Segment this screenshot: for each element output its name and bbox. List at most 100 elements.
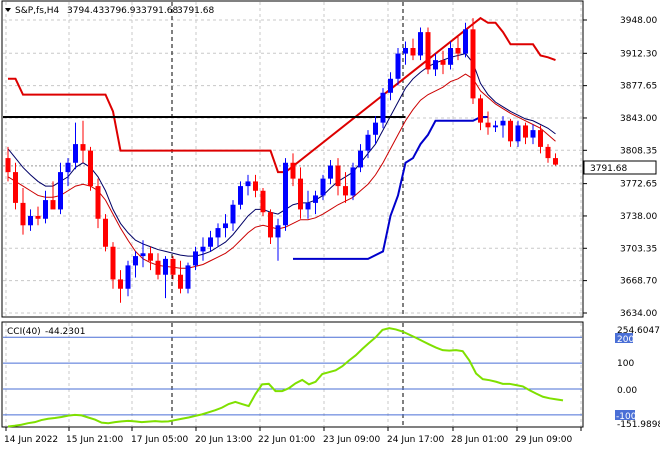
candle-body [365, 134, 371, 151]
candle-body [223, 223, 228, 229]
candle-body [508, 120, 513, 142]
candle-body [193, 251, 198, 266]
candle-body [463, 29, 468, 54]
candle-body [493, 125, 498, 128]
cci-label: CCI(40) [7, 327, 41, 337]
candle-body [65, 162, 71, 173]
candle-body [5, 158, 11, 173]
candle-body [343, 186, 348, 196]
price-tick-label: 3738.00 [620, 212, 657, 222]
candle-body [515, 125, 521, 142]
cci-level-200: 200 [617, 335, 634, 345]
candle-body [208, 237, 213, 247]
candle-body [50, 200, 56, 210]
candle-body [320, 178, 326, 196]
time-axis: 14 Jun 2022 15 Jun 21:00 17 Jun 05:00 20… [4, 435, 572, 445]
candle-body [125, 265, 131, 289]
candle-body [28, 215, 33, 226]
candle-body [358, 150, 363, 168]
cci-grid [3, 323, 582, 431]
candle-body [43, 200, 48, 219]
candle-body [470, 29, 476, 99]
candle-body [388, 78, 393, 93]
price-tick-label: 3634.00 [620, 309, 657, 319]
candle-body [260, 190, 266, 213]
cci-header: CCI(40) -44.2301 [7, 327, 85, 337]
time-label: 20 Jun 13:00 [195, 435, 252, 445]
candle-body [140, 253, 146, 257]
cci-level-100: 100 [617, 359, 634, 369]
candle-body [253, 181, 258, 191]
current-price-tag: 3791.68 [583, 160, 657, 175]
candle-body [530, 130, 536, 138]
candle-body [245, 181, 251, 187]
candle-body [478, 98, 483, 123]
candle-body [403, 47, 408, 54]
candle-body [73, 144, 78, 163]
candle-body [118, 279, 123, 289]
candle-body [268, 212, 273, 238]
candle-body [433, 60, 438, 70]
ma-slow-line [7, 53, 556, 257]
candle-body [455, 47, 461, 54]
candle-body [133, 256, 138, 266]
price-tick-label: 3668.70 [620, 277, 657, 287]
time-label: 23 Jun 09:00 [323, 435, 380, 445]
candle-body [305, 202, 311, 210]
cci-top-scale: 254.6047 [617, 326, 660, 336]
candle-body [103, 218, 108, 247]
price-tick-label: 3912.30 [620, 49, 657, 59]
cci-series [7, 327, 564, 428]
cci-bottom-scale: -151.9898 [617, 420, 660, 430]
ohlc-low: 3791.68 [141, 6, 178, 16]
candles [5, 18, 558, 303]
candle-body [500, 120, 506, 126]
price-axis: 3948.00 3912.30 3877.65 3843.00 3808.35 3772.… [583, 16, 657, 319]
time-label: 17 Jun 05:00 [131, 435, 188, 445]
price-tag-box [583, 160, 657, 175]
time-label: 29 Jun 09:00 [515, 435, 572, 445]
candle-body [523, 125, 528, 138]
time-label: 15 Jun 21:00 [66, 435, 123, 445]
candle-body [553, 158, 558, 165]
symbol-label: S&P,fs,H4 [15, 6, 60, 16]
price-tick-label: 3877.65 [620, 82, 657, 92]
price-tag-text: 3791.68 [590, 164, 627, 174]
cci-level-minus100-box [615, 410, 635, 420]
candle-body [275, 225, 281, 238]
candle-body [13, 172, 18, 203]
price-tick-label: 3843.00 [620, 114, 657, 124]
candle-body [290, 162, 296, 179]
price-tick-label: 3703.35 [620, 244, 657, 254]
candle-body [230, 204, 236, 224]
price-tick-label: 3772.65 [620, 180, 657, 190]
ohlc-open: 3794.43 [67, 6, 104, 16]
candle-body [95, 186, 101, 219]
candle-body [178, 274, 183, 289]
cci-line [7, 327, 564, 428]
dropdown-arrow-icon[interactable] [5, 8, 11, 12]
candle-body [373, 122, 378, 135]
time-label: 28 Jun 01:00 [451, 435, 508, 445]
cci-level-minus100: -100 [616, 412, 637, 422]
candle-body [215, 228, 221, 238]
candle-body [380, 92, 386, 123]
candle-body [298, 178, 303, 210]
candle-body [170, 258, 176, 275]
cci-axis: 254.6047 200 100 0.00 -100 -151.9898 [615, 326, 660, 430]
candle-body [58, 172, 63, 210]
candle-body [395, 53, 401, 79]
cci-level-200-box [615, 333, 633, 343]
lower-band-line [293, 116, 488, 260]
candle-body [448, 47, 453, 65]
price-tick-label: 3808.35 [620, 146, 657, 156]
candle-body [410, 47, 416, 56]
chart-header: S&P,fs,H4 3794.43 3796.93 3791.68 3791.6… [5, 6, 214, 16]
candle-body [485, 122, 491, 128]
price-tick-label: 3948.00 [620, 16, 657, 26]
ohlc-close: 3791.68 [177, 6, 214, 16]
candle-body [538, 130, 543, 147]
candle-body [328, 165, 333, 179]
